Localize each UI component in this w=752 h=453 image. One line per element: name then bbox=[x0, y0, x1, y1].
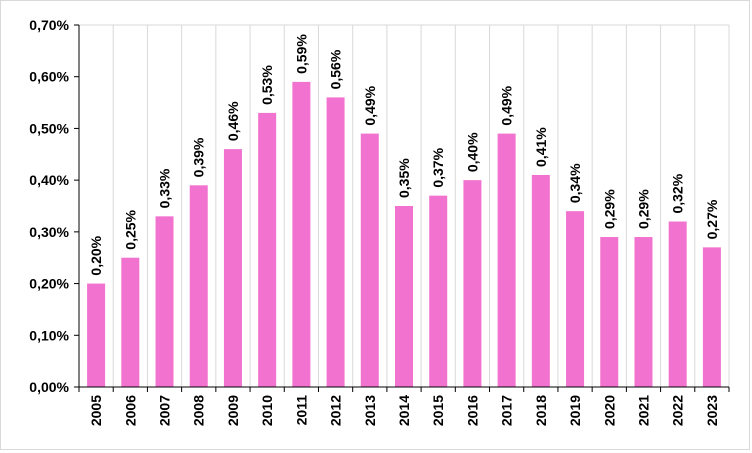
bar-2011 bbox=[292, 81, 311, 387]
x-tick-label: 2010 bbox=[259, 395, 275, 426]
x-tick-label: 2012 bbox=[328, 395, 344, 426]
x-tick-label: 2011 bbox=[293, 395, 309, 426]
data-label: 0,56% bbox=[328, 49, 344, 89]
bar-2018 bbox=[531, 174, 550, 387]
grid-layer bbox=[78, 24, 730, 387]
y-tick-label: 0,30% bbox=[29, 224, 69, 240]
bar-2008 bbox=[189, 185, 208, 387]
x-tick-label: 2023 bbox=[704, 395, 720, 426]
y-tick-label: 0,70% bbox=[29, 17, 69, 33]
x-tick-label: 2019 bbox=[567, 395, 583, 426]
x-tick-label: 2022 bbox=[670, 395, 686, 426]
data-label: 0,39% bbox=[191, 137, 207, 177]
data-label: 0,35% bbox=[396, 158, 412, 198]
bar-2009 bbox=[223, 149, 242, 387]
x-tick-label: 2021 bbox=[635, 395, 651, 426]
x-tick-label: 2017 bbox=[499, 395, 515, 426]
data-label: 0,46% bbox=[225, 101, 241, 141]
bar-2012 bbox=[326, 97, 345, 388]
axis-layer bbox=[74, 24, 730, 392]
data-label: 0,29% bbox=[635, 189, 651, 229]
x-tick-label: 2016 bbox=[464, 395, 480, 426]
y-tick-label: 0,50% bbox=[29, 120, 69, 136]
data-label: 0,49% bbox=[362, 85, 378, 125]
data-label: 0,49% bbox=[499, 85, 515, 125]
data-label: 0,33% bbox=[157, 168, 173, 208]
data-label: 0,59% bbox=[293, 34, 309, 74]
x-tick-label: 2015 bbox=[430, 395, 446, 426]
bar-2010 bbox=[258, 112, 277, 388]
data-label: 0,53% bbox=[259, 65, 275, 105]
label-layer: 0,00% 0,10% 0,20% 0,30% 0,40% 0,50% 0,60% 0,70%… bbox=[29, 17, 720, 426]
bar-2006 bbox=[121, 257, 140, 387]
bar-2020 bbox=[600, 237, 619, 387]
data-label: 0,32% bbox=[670, 173, 686, 213]
x-tick-label: 2008 bbox=[191, 395, 207, 426]
bar-2007 bbox=[155, 216, 174, 387]
bar-2005 bbox=[87, 283, 106, 387]
bar-2022 bbox=[668, 221, 687, 387]
data-label: 0,27% bbox=[704, 199, 720, 239]
x-tick-label: 2018 bbox=[533, 395, 549, 426]
y-tick-label: 0,40% bbox=[29, 172, 69, 188]
bar-2017 bbox=[497, 133, 516, 387]
y-tick-label: 0,60% bbox=[29, 69, 69, 85]
x-tick-label: 2014 bbox=[396, 395, 412, 426]
data-label: 0,20% bbox=[88, 235, 104, 275]
data-label: 0,25% bbox=[122, 209, 138, 249]
data-label: 0,40% bbox=[464, 132, 480, 172]
data-label: 0,29% bbox=[601, 189, 617, 229]
x-tick-label: 2007 bbox=[157, 395, 173, 426]
x-tick-label: 2013 bbox=[362, 395, 378, 426]
bar-2021 bbox=[634, 237, 653, 387]
bar-2014 bbox=[395, 206, 413, 387]
bar-2019 bbox=[566, 211, 585, 387]
bar-2013 bbox=[360, 133, 379, 387]
data-label: 0,34% bbox=[567, 163, 583, 203]
x-tick-label: 2006 bbox=[122, 395, 138, 426]
bar-2015 bbox=[429, 195, 448, 387]
y-tick-label: 0,10% bbox=[29, 327, 69, 343]
data-label: 0,41% bbox=[533, 127, 549, 167]
x-tick-label: 2020 bbox=[601, 395, 617, 426]
x-tick-label: 2005 bbox=[88, 395, 104, 426]
x-tick-label: 2009 bbox=[225, 395, 241, 426]
y-tick-label: 0,00% bbox=[29, 379, 69, 395]
bar-layer bbox=[87, 81, 721, 388]
y-tick-label: 0,20% bbox=[29, 276, 69, 292]
bar-2023 bbox=[702, 247, 721, 387]
bar-2016 bbox=[463, 180, 482, 387]
data-label: 0,37% bbox=[430, 147, 446, 187]
